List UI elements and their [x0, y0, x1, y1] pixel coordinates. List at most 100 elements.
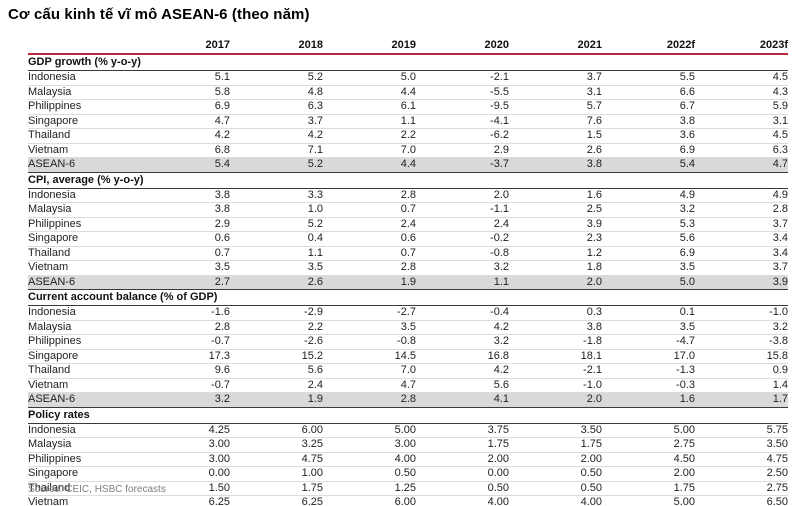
row-label: Thailand — [28, 129, 71, 141]
cell-value: 1.75 — [580, 438, 602, 450]
source-note: Source: CEIC, HSBC forecasts — [28, 484, 166, 495]
cell-value: 3.7 — [772, 217, 788, 230]
cell-value: 0.3 — [586, 306, 602, 318]
row-label: Indonesia — [28, 306, 76, 318]
section-header: Policy rates — [28, 408, 788, 424]
cell-value: -1.0 — [583, 378, 602, 391]
cell-value: 2.4 — [400, 217, 416, 230]
cell-value: 1.5 — [586, 129, 602, 141]
cell-value: 1.75 — [487, 438, 509, 450]
cell-value: 2.8 — [400, 393, 416, 405]
cell-value: 1.2 — [586, 246, 602, 259]
section-header-label: CPI, average (% y-o-y) — [28, 173, 144, 186]
row-label: Philippines — [28, 217, 82, 230]
table-row: Indonesia 3.8 3.3 2.8 2.0 1.6 4.9 4.9 — [28, 188, 788, 203]
row-label: Malaysia — [28, 85, 72, 98]
cell-value: 2.8 — [400, 261, 416, 273]
cell-value: 1.1 — [307, 246, 323, 259]
cell-value: 5.75 — [766, 423, 788, 436]
cell-value: 7.6 — [586, 114, 602, 127]
cell-value: -0.4 — [490, 306, 509, 318]
cell-value: 2.6 — [307, 275, 323, 288]
row-label: Indonesia — [28, 71, 76, 83]
cell-value: 4.7 — [772, 158, 788, 170]
cell-value: 5.00 — [394, 423, 416, 436]
section-header: CPI, average (% y-o-y) — [28, 173, 788, 189]
cell-value: 4.2 — [214, 129, 230, 141]
cell-value: 7.0 — [400, 143, 416, 156]
cell-value: 3.8 — [586, 158, 602, 170]
cell-value: 4.7 — [400, 378, 416, 391]
cell-value: -0.7 — [211, 378, 230, 391]
row-label: Singapore — [28, 467, 79, 479]
cell-value: 1.1 — [493, 275, 509, 288]
cell-value: 2.50 — [766, 467, 788, 479]
cell-value: -1.8 — [583, 335, 602, 347]
cell-value: 3.8 — [214, 203, 230, 215]
cell-value: 2.4 — [307, 378, 323, 391]
cell-value: 6.3 — [307, 100, 323, 112]
cell-value: 6.25 — [301, 496, 323, 506]
cell-value: 5.6 — [679, 232, 695, 244]
section-header-label: Current account balance (% of GDP) — [28, 291, 218, 303]
cell-value: 0.00 — [487, 467, 509, 479]
table-row: Vietnam 6.25 6.25 6.00 4.00 4.00 5.00 6.50 — [28, 496, 788, 506]
cell-value: 3.5 — [400, 320, 416, 333]
table-row: Thailand 9.6 5.6 7.0 4.2 -2.1 -1.3 0.9 — [28, 364, 788, 379]
cell-value: 3.00 — [208, 438, 230, 450]
cell-value: 4.25 — [208, 423, 230, 436]
cell-value: 3.1 — [586, 85, 602, 98]
cell-value: 3.00 — [208, 452, 230, 465]
column-header-2022f: 2022f — [666, 39, 695, 51]
cell-value: 3.3 — [307, 188, 323, 201]
cell-value: 1.8 — [586, 261, 602, 273]
cell-value: 18.1 — [580, 349, 602, 362]
cell-value: -3.8 — [769, 335, 788, 347]
cell-value: 5.0 — [400, 71, 416, 83]
table-row: Singapore 17.3 15.2 14.5 16.8 18.1 17.0 15.8 — [28, 349, 788, 364]
cell-value: 4.9 — [772, 188, 788, 201]
table-row: Indonesia 5.1 5.2 5.0 -2.1 3.7 5.5 4.5 — [28, 71, 788, 86]
cell-value: 1.75 — [301, 481, 323, 494]
cell-value: 6.9 — [679, 143, 695, 156]
cell-value: -4.7 — [676, 335, 695, 347]
cell-value: -4.1 — [490, 114, 509, 127]
cell-value: -0.8 — [490, 246, 509, 259]
cell-value: 4.3 — [772, 85, 788, 98]
table-row: Philippines -0.7 -2.6 -0.8 3.2 -1.8 -4.7 -3.8 — [28, 335, 788, 350]
cell-value: 2.8 — [772, 203, 788, 215]
cell-value: 3.2 — [772, 320, 788, 333]
cell-value: 5.4 — [679, 158, 695, 170]
table-row: Singapore 4.7 3.7 1.1 -4.1 7.6 3.8 3.1 — [28, 114, 788, 129]
section-header: GDP growth (% y-o-y) — [28, 55, 788, 71]
cell-value: 3.8 — [214, 188, 230, 201]
cell-value: 7.0 — [400, 364, 416, 376]
cell-value: -2.6 — [304, 335, 323, 347]
cell-value: 3.50 — [580, 423, 602, 436]
row-label: Vietnam — [28, 496, 69, 506]
cell-value: 2.0 — [586, 393, 602, 405]
table-row: Thailand 0.7 1.1 0.7 -0.8 1.2 6.9 3.4 — [28, 246, 788, 261]
cell-value: 16.8 — [487, 349, 509, 362]
cell-value: 0.6 — [400, 232, 416, 244]
cell-value: 3.7 — [586, 71, 602, 83]
cell-value: 0.50 — [580, 481, 602, 494]
table-row: Indonesia 4.25 6.00 5.00 3.75 3.50 5.00 5.75 — [28, 423, 788, 438]
cell-value: 1.75 — [673, 481, 695, 494]
cell-value: 4.4 — [400, 158, 416, 170]
cell-value: 0.7 — [400, 246, 416, 259]
cell-value: 2.00 — [487, 452, 509, 465]
table-row: Philippines 3.00 4.75 4.00 2.00 2.00 4.50 4.75 — [28, 452, 788, 467]
row-label: Malaysia — [28, 438, 72, 450]
cell-value: 5.2 — [307, 158, 323, 170]
cell-value: -0.3 — [676, 378, 695, 391]
row-label: ASEAN-6 — [28, 393, 76, 405]
cell-value: -6.2 — [490, 129, 509, 141]
cell-value: 5.1 — [214, 71, 230, 83]
cell-value: 3.4 — [772, 246, 788, 259]
cell-value: -1.3 — [676, 364, 695, 376]
row-label: Vietnam — [28, 261, 69, 273]
cell-value: 4.4 — [400, 85, 416, 98]
table-row: Singapore 0.00 1.00 0.50 0.00 0.50 2.00 2.50 — [28, 467, 788, 482]
